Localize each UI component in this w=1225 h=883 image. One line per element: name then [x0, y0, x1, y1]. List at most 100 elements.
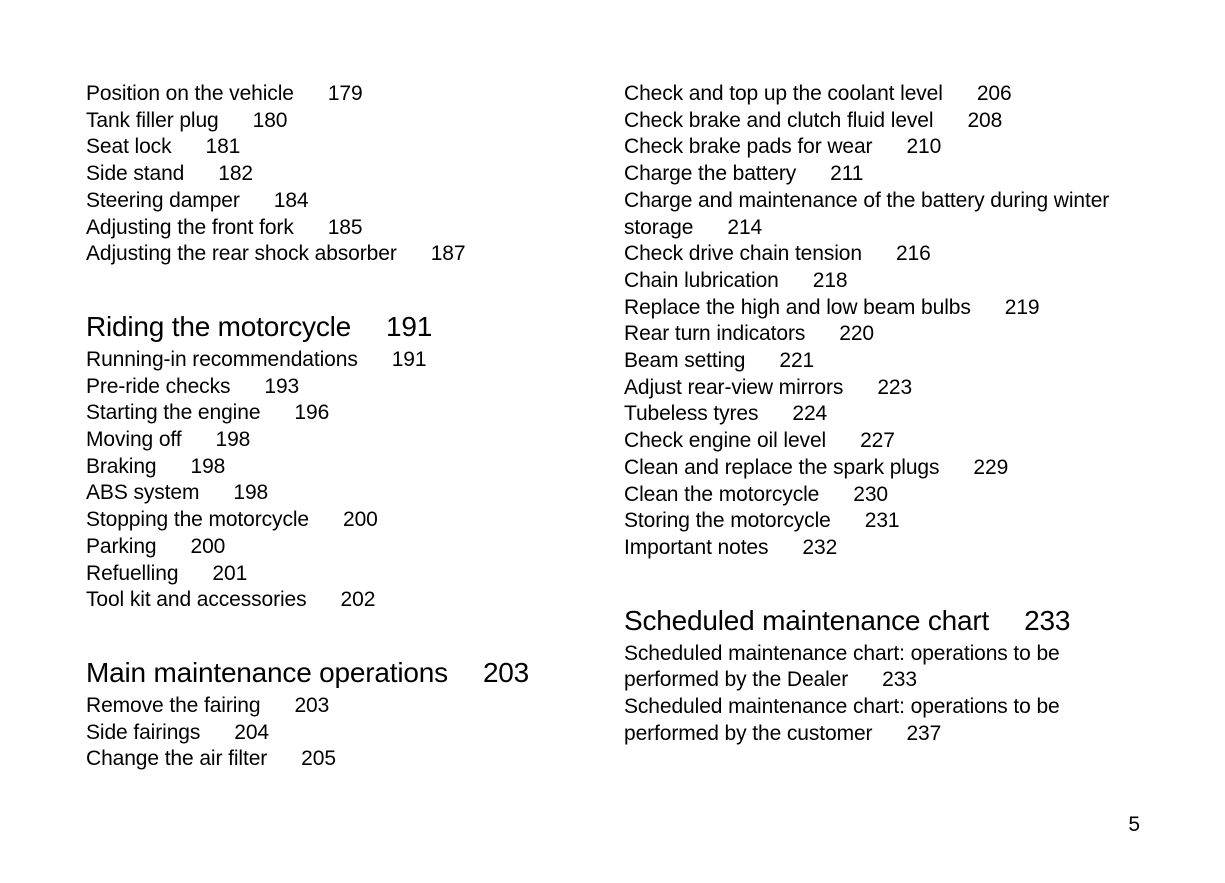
toc-column-left: Position on the vehicle 179 Tank filler pl…: [86, 81, 578, 773]
toc-section: Scheduled maintenance chart 233 Scheduled …: [624, 604, 1142, 748]
toc-entry-page-number: 214: [727, 215, 763, 239]
toc-entry-page-number: 184: [273, 188, 309, 212]
toc-entry-label: Steering damper: [86, 188, 240, 212]
toc-entry: Starting the engine 196: [86, 400, 578, 427]
toc-entry: Beam setting 221: [624, 348, 1142, 375]
toc-entry: Important notes 232: [624, 535, 1142, 562]
toc-entry: Storing the motorcycle 231: [624, 508, 1142, 535]
toc-entry-label: Side stand: [86, 162, 185, 186]
page-number: 5: [1128, 813, 1140, 836]
toc-entry-page-number: 229: [973, 455, 1009, 479]
toc-entry: Remove the fairing 203: [86, 693, 578, 720]
toc-entry-label: Check and top up the coolant level: [624, 82, 943, 105]
toc-entry-page-number: 198: [215, 428, 251, 452]
toc-entry: Charge and maintenance of the battery du…: [624, 188, 1142, 241]
toc-entry-page-number: 231: [864, 509, 900, 533]
toc-section: Riding the motorcycle 191 Running-in recom…: [86, 310, 578, 614]
toc-entry-label: Change the air filter: [86, 747, 268, 771]
toc-entry: Parking 200: [86, 534, 578, 561]
toc-entry-label: Running-in recommendations: [86, 347, 358, 371]
toc-entry-label: Pre-ride checks: [86, 374, 231, 398]
toc-entry-label: Position on the vehicle: [86, 82, 294, 105]
toc-entry-label: Scheduled maintenance chart: operations …: [624, 641, 1060, 692]
toc-entry-page-number: 232: [802, 535, 838, 559]
toc-entry: Check drive chain tension 216: [624, 241, 1142, 268]
toc-entry: Clean the motorcycle 230: [624, 482, 1142, 509]
toc-entry-page-number: 202: [340, 588, 376, 612]
toc-entry: Scheduled maintenance chart: operations …: [624, 641, 1142, 694]
toc-entry-label: Seat lock: [86, 135, 172, 159]
toc-section: Position on the vehicle 179 Tank filler pl…: [86, 81, 578, 268]
toc-entry-label: Check engine oil level: [624, 429, 827, 453]
toc-entry: Tank filler plug 180: [86, 108, 578, 135]
toc-entry-label: Clean and replace the spark plugs: [624, 455, 940, 479]
toc-entry: Braking 198: [86, 454, 578, 481]
toc-section: Main maintenance operations 203 Remove the…: [86, 656, 578, 773]
toc-entry-page-number: 198: [190, 454, 226, 478]
toc-entry-page-number: 204: [234, 720, 270, 744]
toc-entry-page-number: 201: [212, 561, 248, 585]
toc-entry-label: Adjusting the front fork: [86, 215, 294, 239]
toc-entry: Position on the vehicle 179: [86, 81, 578, 108]
toc-entry-page-number: 200: [343, 508, 378, 532]
toc-heading-page-number: 203: [482, 656, 530, 688]
toc-section-heading: Main maintenance operations 203: [86, 656, 578, 690]
toc-entry: Adjust rear-view mirrors 223: [624, 375, 1142, 402]
toc-entry-page-number: 205: [301, 747, 336, 771]
toc-entry: Side stand 182: [86, 161, 578, 188]
toc-heading-label: Scheduled maintenance chart: [624, 604, 990, 636]
toc-entry: Rear turn indicators 220: [624, 321, 1142, 348]
toc-entry: Stopping the motorcycle 200: [86, 507, 578, 534]
toc-entry-page-number: 181: [205, 135, 241, 159]
toc-entry-page-number: 187: [430, 242, 466, 266]
toc-entry: Chain lubrication 218: [624, 268, 1142, 295]
toc-entry-label: Check brake pads for wear: [624, 135, 873, 159]
toc-entry: Clean and replace the spark plugs 229: [624, 455, 1142, 482]
toc-entry: Pre-ride checks 193: [86, 374, 578, 401]
toc-entry: Seat lock 181: [86, 134, 578, 161]
toc-entry-page-number: 220: [839, 322, 874, 346]
toc-entry-label: Tank filler plug: [86, 108, 219, 132]
toc-entry-label: Refuelling: [86, 561, 179, 585]
toc-entry-label: Charge and maintenance of the battery du…: [624, 188, 1110, 239]
toc-entry: Tool kit and accessories 202: [86, 587, 578, 614]
toc-entry: Adjusting the rear shock absorber 187: [86, 241, 578, 268]
toc-entry-label: Stopping the motorcycle: [86, 508, 309, 532]
toc-entry-label: Check brake and clutch fluid level: [624, 108, 934, 132]
toc-entry-page-number: 180: [252, 108, 288, 132]
toc-entry-label: Replace the high and low beam bulbs: [624, 295, 971, 319]
toc-entry-page-number: 193: [264, 374, 300, 398]
toc-entry: Replace the high and low beam bulbs 219: [624, 295, 1142, 322]
toc-entry-label: Beam setting: [624, 349, 746, 373]
toc-entry: Moving off 198: [86, 427, 578, 454]
toc-entry-page-number: 210: [906, 135, 942, 159]
toc-entry-label: Moving off: [86, 428, 182, 452]
toc-entry-label: Important notes: [624, 535, 769, 559]
toc-entry-page-number: 185: [327, 215, 363, 239]
toc-section: Check and top up the coolant level 206 Che…: [624, 81, 1142, 562]
toc-entry-label: Adjusting the rear shock absorber: [86, 242, 397, 266]
toc-entry-label: Remove the fairing: [86, 693, 261, 717]
toc-entry: Running-in recommendations 191: [86, 347, 578, 374]
toc-section-heading: Riding the motorcycle 191: [86, 310, 578, 344]
toc-entry: Adjusting the front fork 185: [86, 215, 578, 242]
toc-entry-page-number: 191: [391, 347, 427, 371]
toc-entry: Change the air filter 205: [86, 746, 578, 773]
toc-entry-page-number: 227: [860, 429, 895, 453]
toc-entry-page-number: 211: [830, 162, 864, 186]
toc-entry-label: Scheduled maintenance chart: operations …: [624, 695, 1060, 745]
toc-entry-label: Adjust rear-view mirrors: [624, 375, 844, 399]
toc-entry-label: Storing the motorcycle: [624, 509, 831, 533]
toc-entry: Check and top up the coolant level 206: [624, 81, 1142, 108]
toc-entry-label: Parking: [86, 534, 157, 558]
toc-entry-label: Check drive chain tension: [624, 242, 862, 266]
toc-entry-label: Chain lubrication: [624, 268, 779, 292]
toc-entry-label: Charge the battery: [624, 162, 797, 186]
toc-entry-label: Side fairings: [86, 720, 201, 744]
toc-entry-page-number: 237: [906, 721, 942, 745]
toc-entry: Check brake and clutch fluid level 208: [624, 108, 1142, 135]
toc-heading-label: Main maintenance operations: [86, 656, 448, 688]
toc-entry-page-number: 200: [190, 534, 226, 558]
toc-entry-label: Braking: [86, 454, 157, 478]
toc-entry-label: Starting the engine: [86, 401, 261, 425]
